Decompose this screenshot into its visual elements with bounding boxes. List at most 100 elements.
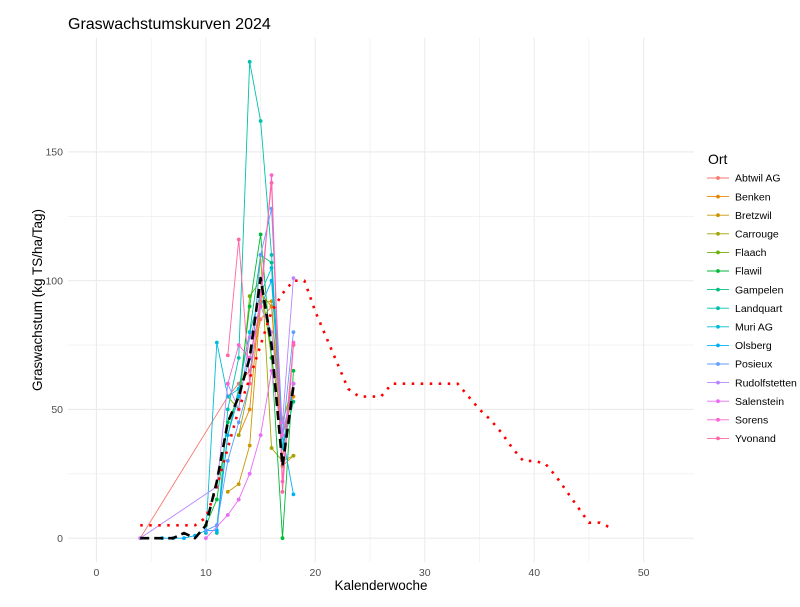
data-point	[291, 381, 296, 386]
series-layer	[138, 59, 296, 541]
data-point	[291, 453, 296, 458]
data-point	[236, 497, 241, 502]
x-tick-label: 0	[94, 567, 100, 579]
data-point	[214, 497, 219, 502]
legend-key-point	[716, 343, 720, 348]
data-point	[214, 523, 219, 528]
y-tick-label: 100	[45, 275, 63, 287]
legend-title: Ort	[708, 151, 728, 167]
data-point	[203, 536, 208, 541]
series-flawil	[203, 232, 296, 541]
data-point	[247, 304, 252, 309]
y-tick-label: 50	[51, 404, 63, 416]
legend-item-benken: Benken	[707, 191, 771, 203]
data-point	[291, 492, 296, 497]
data-point	[247, 443, 252, 448]
data-point	[225, 381, 230, 386]
legend-label: Abtwil AG	[735, 173, 781, 185]
data-point	[236, 237, 241, 242]
legend-key-point	[716, 176, 720, 180]
legend-label: Sorens	[735, 415, 768, 427]
data-point	[258, 232, 263, 237]
axes: 0 10 20 30 40 50 0 50 100 150	[45, 147, 649, 579]
data-point	[247, 330, 252, 335]
y-axis-title: Graswachstum (kg TS/ha/Tag)	[30, 209, 45, 391]
data-point	[258, 253, 263, 257]
legend-item-bretzwil: Bretzwil	[707, 210, 772, 222]
data-point	[269, 253, 274, 257]
legend-label: Landquart	[735, 303, 782, 315]
legend-label: Olsberg	[735, 340, 772, 352]
legend-label: Carrouge	[735, 229, 779, 241]
data-point	[280, 489, 285, 494]
y-tick-label: 150	[45, 147, 63, 159]
data-point	[258, 304, 263, 309]
legend-key-point	[716, 269, 720, 273]
legend-label: Flawil	[735, 266, 762, 278]
series-yvonand	[225, 180, 296, 494]
legend-item-rudolfstetten: Rudolfstetten	[707, 377, 797, 389]
data-point	[225, 489, 230, 494]
legend-item-flaach: Flaach	[707, 247, 767, 259]
legend-label: Benken	[735, 191, 771, 203]
data-point	[280, 433, 285, 438]
legend-item-salenstein: Salenstein	[707, 396, 784, 408]
data-point	[247, 471, 252, 476]
legend-key-point	[716, 287, 720, 292]
legend-label: Bretzwil	[735, 210, 772, 222]
data-point	[236, 482, 241, 487]
legend-label: Posieux	[735, 359, 773, 371]
data-point	[236, 433, 241, 438]
legend-item-olsberg: Olsberg	[707, 340, 772, 352]
data-point	[182, 536, 186, 541]
data-point	[225, 353, 230, 358]
data-point	[291, 343, 296, 347]
data-point	[236, 394, 241, 399]
legend-key-point	[716, 250, 720, 255]
x-tick-label: 10	[200, 567, 212, 579]
data-point	[291, 276, 296, 281]
legend-item-gampelen: Gampelen	[707, 284, 784, 296]
legend-item-carrouge: Carrouge	[707, 229, 779, 241]
data-point	[291, 368, 296, 373]
chart-title: Graswachstumskurven 2024	[68, 16, 271, 33]
data-point	[225, 459, 230, 463]
legend-key-point	[716, 417, 720, 422]
legend-key-point	[716, 231, 720, 236]
legend-key-point	[716, 324, 720, 329]
grid	[68, 38, 694, 562]
data-point	[203, 528, 208, 533]
legend-label: Muri AG	[735, 322, 773, 334]
data-point	[247, 407, 252, 412]
legend-label: Flaach	[735, 247, 767, 259]
data-point	[269, 278, 274, 283]
legend-item-muri-ag: Muri AG	[707, 322, 773, 334]
x-tick-label: 30	[419, 567, 431, 579]
legend-key-point	[716, 399, 720, 404]
legend-label: Gampelen	[735, 284, 784, 296]
legend-key-point	[716, 213, 720, 218]
data-point	[258, 433, 263, 438]
legend-item-landquart: Landquart	[707, 303, 782, 315]
data-point	[236, 343, 241, 347]
legend-key-point	[716, 362, 720, 366]
data-point	[247, 294, 252, 299]
overlay-lines	[140, 276, 612, 540]
legend-key-point	[716, 306, 720, 311]
data-point	[214, 528, 219, 533]
x-axis-title: Kalenderwoche	[334, 578, 427, 593]
data-point	[280, 536, 285, 541]
data-point	[247, 335, 252, 340]
data-point	[236, 420, 241, 425]
legend-item-sorens: Sorens	[707, 415, 768, 427]
data-point	[291, 330, 296, 335]
data-point	[225, 407, 230, 412]
legend-label: Yvonand	[735, 433, 776, 445]
x-tick-label: 20	[309, 567, 321, 579]
x-tick-label: 40	[528, 567, 540, 579]
data-point	[225, 433, 230, 438]
legend-item-flawil: Flawil	[707, 266, 762, 278]
dashed-line	[140, 276, 295, 540]
data-point	[269, 173, 274, 178]
